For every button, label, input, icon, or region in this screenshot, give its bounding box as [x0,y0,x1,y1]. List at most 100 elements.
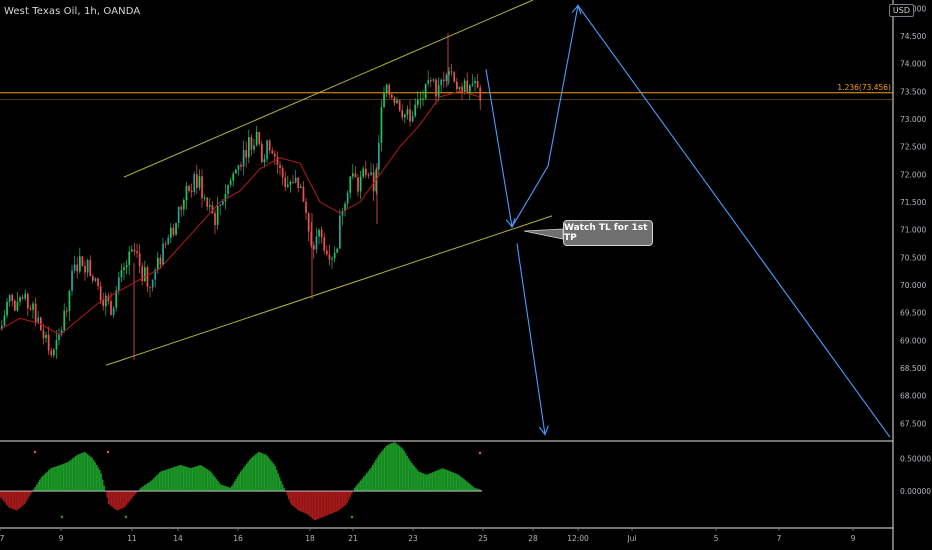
candle-body[interactable] [222,201,224,205]
candle-body[interactable] [248,137,250,158]
candle-body[interactable] [305,201,307,214]
candle-body[interactable] [362,168,365,177]
candle-body[interactable] [352,173,354,177]
candle-body[interactable] [458,86,461,90]
candle-body[interactable] [224,194,227,202]
candle-body[interactable] [372,172,375,192]
candle-body[interactable] [242,150,245,167]
candle-body[interactable] [388,84,391,95]
candle-body[interactable] [232,173,235,181]
candle-body[interactable] [466,80,469,94]
candle-body[interactable] [430,80,432,82]
candle-body[interactable] [398,100,401,111]
candle-body[interactable] [378,142,380,170]
candle-body[interactable] [29,308,32,310]
candle-body[interactable] [300,186,302,188]
candle-body[interactable] [326,250,328,255]
candle-body[interactable] [120,270,123,278]
candle-body[interactable] [383,92,385,108]
candle-body[interactable] [266,140,268,160]
candle-body[interactable] [333,252,336,259]
candle-body[interactable] [456,81,458,90]
candle-body[interactable] [89,260,92,277]
candle-body[interactable] [463,80,466,93]
candle-body[interactable] [318,229,320,237]
candle-body[interactable] [58,334,60,341]
candle-body[interactable] [123,267,125,271]
candle-body[interactable] [16,301,19,311]
candle-body[interactable] [157,257,159,270]
candle-body[interactable] [453,72,456,82]
candle-body[interactable] [144,267,146,281]
candle-body[interactable] [349,176,352,193]
candle-body[interactable] [159,257,162,265]
candle-body[interactable] [99,286,102,301]
candle-body[interactable] [8,294,11,302]
candle-body[interactable] [37,317,40,323]
candle-body[interactable] [154,269,157,280]
candle-body[interactable] [32,303,34,310]
candle-body[interactable] [289,181,292,185]
candle-body[interactable] [66,310,68,312]
candle-body[interactable] [476,80,479,88]
candle-body[interactable] [393,97,396,104]
candle-body[interactable] [268,140,271,151]
candle-body[interactable] [21,297,24,299]
candle-body[interactable] [432,79,435,81]
candle-body[interactable] [323,237,326,251]
candle-body[interactable] [50,350,53,356]
candle-body[interactable] [261,143,263,163]
candle-body[interactable] [302,186,305,202]
candle-body[interactable] [313,245,315,250]
candle-body[interactable] [94,278,97,281]
candle-body[interactable] [128,251,131,266]
candle-body[interactable] [185,185,188,201]
candle-body[interactable] [250,137,253,150]
candle-body[interactable] [216,205,219,226]
candle-body[interactable] [391,94,393,98]
candle-body[interactable] [443,79,445,82]
candle-body[interactable] [235,169,237,174]
candle-body[interactable] [435,79,437,97]
candle-body[interactable] [24,293,27,299]
candle-body[interactable] [292,181,294,183]
candle-body[interactable] [141,266,144,281]
candle-body[interactable] [92,276,94,281]
candle-body[interactable] [151,279,154,288]
candle-body[interactable] [47,334,50,351]
candle-body[interactable] [385,84,388,93]
candle-body[interactable] [172,227,175,235]
candle-body[interactable] [274,153,276,157]
candle-body[interactable] [255,131,258,146]
candle-body[interactable] [365,168,367,175]
candle-body[interactable] [307,213,310,232]
candle-body[interactable] [315,236,318,250]
candle-body[interactable] [86,260,89,273]
candle-body[interactable] [320,229,323,238]
candle-body[interactable] [471,83,474,86]
candle-body[interactable] [440,79,443,86]
candle-body[interactable] [209,205,211,207]
candle-body[interactable] [76,264,79,272]
candle-body[interactable] [294,177,297,183]
candle-body[interactable] [19,297,21,302]
candle-body[interactable] [131,249,133,252]
candle-body[interactable] [6,301,8,316]
candle-body[interactable] [469,85,471,94]
candle-body[interactable] [105,295,107,307]
candle-body[interactable] [27,293,29,309]
candle-body[interactable] [196,174,198,188]
candle-body[interactable] [427,80,430,84]
candle-body[interactable] [445,74,448,82]
candle-body[interactable] [42,330,45,339]
candle-body[interactable] [279,164,281,168]
candle-body[interactable] [63,310,66,331]
candle-body[interactable] [190,190,193,192]
candle-body[interactable] [136,251,138,254]
candle-body[interactable] [60,330,63,335]
candle-body[interactable] [411,115,414,122]
candle-body[interactable] [328,254,331,260]
candle-body[interactable] [341,210,344,216]
projection-path[interactable] [485,4,891,438]
candle-body[interactable] [346,192,349,204]
